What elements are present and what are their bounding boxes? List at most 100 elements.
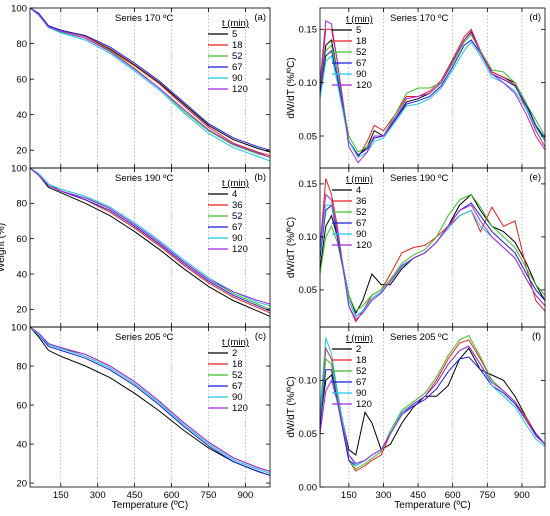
y-tick-label: 20 [16, 305, 27, 316]
panel-c: 20 40 60 80 100 150 300 450 600 750 900 Temperature… [11, 322, 271, 511]
legend-label: 4 [232, 189, 237, 200]
panel-title: Series 205 ºC [390, 332, 449, 343]
series-line-52 [319, 33, 546, 153]
panel-title: Series 190 ºC [115, 173, 174, 184]
legend-label: 90 [356, 69, 367, 80]
y-tick-label: 20 [16, 146, 27, 157]
series-line-90 [29, 326, 271, 474]
y-tick-label: 40 [16, 269, 27, 280]
y-tick-label: 100 [11, 163, 27, 174]
x-tick-label: 900 [514, 490, 530, 501]
series-line-120 [319, 19, 546, 164]
x-axis-label: Temperature (ºC) [394, 500, 470, 511]
y-tick-label: 100 [11, 3, 27, 14]
series-line-67 [319, 202, 546, 318]
x-axis-label: Temperature (ºC) [112, 500, 188, 511]
y-tick-label: 80 [16, 199, 27, 210]
legend-label: 36 [232, 200, 243, 211]
y-tick-label: 80 [16, 39, 27, 50]
legend-label: 67 [356, 377, 367, 388]
y-tick-label: 0.15 [299, 25, 318, 36]
legend-title: t (min) [222, 178, 249, 189]
legend-label: 67 [232, 222, 243, 233]
series-line-120 [29, 167, 271, 305]
series-line-120 [319, 193, 546, 321]
panel-b: 20 40 60 80 100 Weight (%) Series 190 ºC (b) t (… [0, 163, 271, 328]
series-line-52 [319, 334, 546, 470]
series-line-52 [319, 193, 546, 312]
y-tick-label: 60 [16, 400, 27, 411]
legend-label: 120 [232, 403, 248, 414]
y-axis-label: Weight (%) [0, 223, 7, 272]
y-tick-label: 0.05 [299, 131, 318, 142]
legend-label: 18 [232, 40, 243, 51]
legend-title: t (min) [222, 337, 249, 348]
panel-letter: (f) [532, 331, 541, 342]
y-tick-label: 60 [16, 74, 27, 85]
legend-label: 52 [232, 370, 243, 381]
series-line-67 [29, 326, 271, 476]
x-tick-label: 450 [410, 490, 426, 501]
legend-label: 2 [232, 348, 237, 359]
x-tick-label: 300 [90, 490, 106, 501]
legend-label: 52 [232, 51, 243, 62]
legend-label: 2 [356, 344, 361, 355]
y-tick-label: 40 [16, 110, 27, 121]
series-line-4 [29, 167, 271, 317]
series-line-67 [319, 356, 546, 467]
legend-label: 67 [356, 58, 367, 69]
legend-label: 90 [232, 233, 243, 244]
legend-label: 36 [356, 196, 367, 207]
y-tick-label: 20 [16, 478, 27, 489]
legend-title: t (min) [222, 18, 249, 29]
x-tick-label: 750 [201, 490, 217, 501]
legend-label: 90 [232, 392, 243, 403]
plot-frame [29, 326, 271, 488]
legend-title: t (min) [346, 174, 373, 185]
panel-letter: (c) [255, 331, 266, 342]
series-line-90 [319, 337, 546, 467]
legend-label: 67 [232, 381, 243, 392]
panel-a: 20 40 60 80 100 Series 170 ºC (a) t (min)518526… [11, 3, 271, 169]
y-axis-label: dW/dT (%/ºC) [286, 376, 297, 437]
series-line-36 [319, 178, 546, 323]
panel-d: 0.05 0.10 0.15 dW/dT (%/ºC) Series 170 ºC (d)… [286, 7, 546, 169]
legend-label: 90 [356, 229, 367, 240]
y-tick-label: 0.10 [299, 232, 318, 243]
x-tick-label: 150 [53, 490, 69, 501]
legend-label: 18 [356, 355, 367, 366]
legend-title: t (min) [346, 14, 373, 25]
panel-e: 0.05 0.10 0.15 dW/dT (%/ºC) Series 190 ºC (e)… [286, 167, 546, 328]
legend-label: 90 [356, 388, 367, 399]
legend-label: 18 [356, 36, 367, 47]
y-tick-label: 0.10 [299, 78, 318, 89]
x-tick-label: 600 [164, 490, 180, 501]
series-line-90 [29, 7, 271, 162]
legend-label: 120 [356, 80, 372, 91]
plot-frame [319, 326, 546, 488]
x-tick-label: 300 [376, 490, 392, 501]
series-line-90 [319, 204, 546, 318]
legend-label: 120 [232, 244, 248, 255]
panel-title: Series 170 ºC [115, 13, 174, 24]
y-tick-label: 60 [16, 234, 27, 245]
y-axis-label: dW/dT (%/ºC) [286, 57, 297, 118]
x-tick-label: 750 [479, 490, 495, 501]
plot-frame [319, 167, 546, 328]
x-tick-label: 450 [127, 490, 143, 501]
panel-f: 0.00 0.05 0.10 150 300 450 600 750 900 Temperatur… [286, 326, 546, 511]
series-line-90 [319, 41, 546, 158]
legend-label: 52 [356, 47, 367, 58]
panel-letter: (a) [254, 12, 266, 23]
legend-label: 4 [356, 185, 361, 196]
y-tick-label: 100 [11, 322, 27, 333]
legend-label: 67 [356, 218, 367, 229]
panel-letter: (b) [254, 172, 266, 183]
panel-title: Series 190 ºC [390, 173, 449, 184]
y-tick-label: 0.15 [299, 179, 318, 190]
series-line-4 [319, 193, 546, 315]
series-line-120 [29, 7, 271, 158]
legend-label: 52 [356, 207, 367, 218]
legend-label: 90 [232, 73, 243, 84]
